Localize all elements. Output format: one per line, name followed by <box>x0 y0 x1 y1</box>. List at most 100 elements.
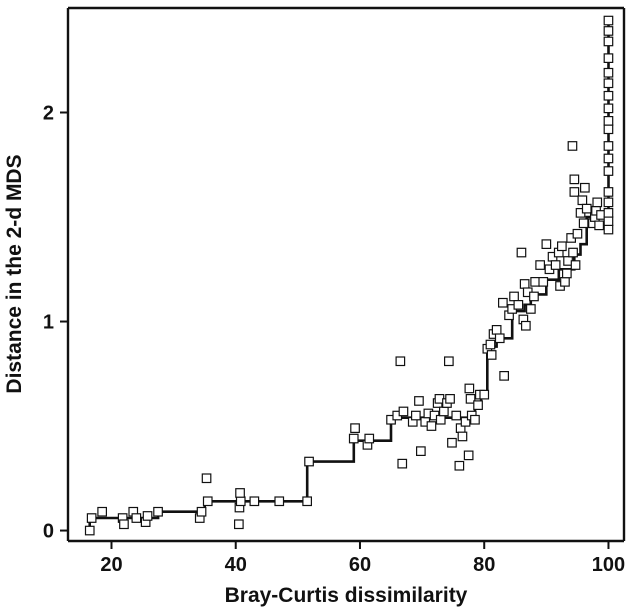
data-point-square <box>485 339 496 350</box>
data-point-square <box>603 115 614 126</box>
data-point-square <box>550 260 561 270</box>
data-point-square <box>577 195 588 206</box>
y-tick-label: 2 <box>43 103 54 125</box>
data-point-square <box>445 394 455 404</box>
data-point-square <box>560 277 570 287</box>
data-point-square <box>603 187 614 197</box>
data-point-square <box>603 141 614 151</box>
data-point-square <box>464 383 475 394</box>
data-point-square <box>465 394 476 404</box>
x-tick-label: 40 <box>225 554 247 576</box>
data-point-square <box>603 90 614 101</box>
data-point-square <box>499 371 509 381</box>
x-tick-label: 100 <box>592 554 625 576</box>
data-point-square <box>86 513 97 523</box>
y-tick-label: 0 <box>43 521 54 543</box>
data-point-square <box>444 356 454 367</box>
data-point-square <box>603 67 614 78</box>
data-point-square <box>426 421 437 431</box>
x-tick-label: 80 <box>473 554 495 576</box>
data-point-square <box>302 496 312 507</box>
data-point-square <box>603 36 614 47</box>
data-point-square <box>463 450 474 461</box>
data-point-square <box>520 320 531 331</box>
data-point-square <box>603 197 614 208</box>
data-point-square <box>572 228 583 239</box>
data-point-square <box>603 103 614 114</box>
data-point-square <box>603 78 614 89</box>
data-point-square <box>348 433 359 444</box>
data-point-square <box>579 182 590 193</box>
data-point-square <box>473 400 483 410</box>
data-point-square <box>249 496 260 507</box>
data-points <box>84 15 614 536</box>
data-point-square <box>603 124 614 135</box>
data-point-square <box>519 279 530 289</box>
data-point-square <box>516 247 527 258</box>
data-point-square <box>494 333 505 344</box>
data-point-square <box>201 473 212 484</box>
data-point-square <box>594 220 605 231</box>
data-point-square <box>513 300 524 310</box>
data-point-square <box>119 519 129 530</box>
data-point-square <box>397 458 408 469</box>
x-axis-title: Bray-Curtis dissimilarity <box>225 584 468 607</box>
data-point-square <box>350 423 360 433</box>
data-point-square <box>447 437 457 448</box>
x-tick-label: 20 <box>100 554 122 576</box>
data-point-square <box>603 208 614 218</box>
data-point-square <box>603 216 614 226</box>
data-point-square <box>530 277 541 287</box>
data-point-square <box>454 460 465 471</box>
data-point-square <box>568 247 578 258</box>
data-point-square <box>234 519 244 530</box>
data-point-square <box>84 525 95 536</box>
data-point-square <box>274 496 285 507</box>
data-point-square <box>202 496 213 507</box>
data-point-square <box>196 506 207 517</box>
data-point-square <box>131 513 142 523</box>
data-point-square <box>304 456 314 467</box>
data-point-square <box>451 410 462 421</box>
data-point-square <box>603 15 614 26</box>
data-point-square <box>235 488 245 498</box>
data-point-square <box>398 406 409 417</box>
data-point-square <box>569 174 580 185</box>
data-point-square <box>411 410 421 421</box>
data-point-square <box>581 203 592 214</box>
data-point-square <box>439 406 449 417</box>
data-point-square <box>529 291 539 302</box>
data-point-square <box>541 239 552 249</box>
data-point-square <box>414 396 424 406</box>
data-point-square <box>509 291 519 302</box>
step-regression-line <box>88 20 610 531</box>
data-point-square <box>538 277 549 287</box>
plot-frame <box>66 6 626 543</box>
data-point-square <box>603 53 614 64</box>
data-point-square <box>603 166 614 176</box>
x-tick-label: 60 <box>349 554 371 576</box>
data-point-square <box>479 389 490 400</box>
data-point-square <box>395 356 406 367</box>
data-point-square <box>470 414 480 425</box>
data-point-square <box>525 304 536 314</box>
data-point-square <box>592 197 603 208</box>
data-point-square <box>416 446 426 456</box>
data-point-square <box>491 325 502 335</box>
data-point-square <box>578 218 589 229</box>
data-point-square <box>556 241 567 252</box>
data-point-square <box>364 433 375 444</box>
y-axis-ticks: 0 1 2 <box>43 103 68 543</box>
data-point-square <box>435 414 446 425</box>
x-axis-ticks: 20 40 60 80 100 <box>100 541 625 576</box>
data-point-square <box>535 260 546 270</box>
y-tick-label: 1 <box>43 312 54 334</box>
data-point-square <box>498 297 508 308</box>
data-point-square <box>603 224 614 235</box>
data-point-square <box>567 141 578 151</box>
data-point-square <box>486 350 497 360</box>
data-point-square <box>457 431 468 442</box>
data-point-square <box>569 187 580 197</box>
data-point-square <box>603 26 614 36</box>
